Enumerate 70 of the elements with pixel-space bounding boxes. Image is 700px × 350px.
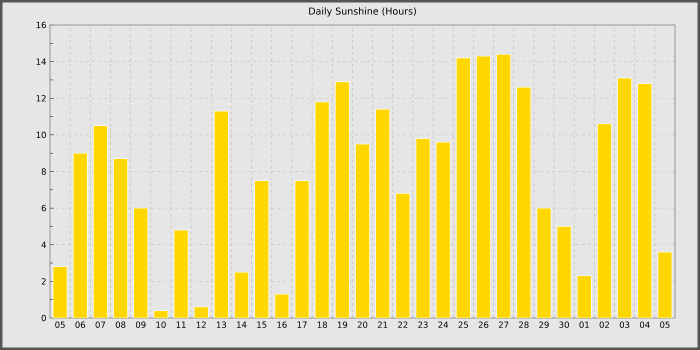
x-tick-label: 23 [418,322,428,328]
bar [174,230,188,318]
bar [375,108,390,318]
x-tick-label: 28 [519,322,529,328]
x-tick-label: 11 [176,322,186,328]
bar [274,294,290,318]
x-tick-label: 12 [196,322,206,328]
x-tick-label: 18 [318,322,327,328]
x-tick-label: 15 [257,322,266,328]
x-tick-label: 06 [75,322,86,328]
y-tick-label: 2 [42,278,46,285]
bar [396,193,410,318]
x-tick-label: 21 [378,322,388,328]
bar [556,226,572,318]
bar [72,152,88,318]
x-tick-label: 30 [559,322,569,328]
y-tick-label: 10 [36,132,46,138]
chart-title: Daily Sunshine (Hours) [309,7,416,16]
x-tick-label: 22 [398,322,408,328]
bar [53,266,68,318]
bar [355,144,370,318]
x-tick-label: 07 [96,322,106,328]
y-tick-label: 8 [42,168,46,175]
bar [637,83,652,318]
bar [516,86,532,318]
x-tick-label: 27 [498,322,508,328]
x-tick-label: 03 [620,322,630,328]
bar [456,58,471,318]
x-tick-label: 08 [116,322,126,328]
bar [214,110,229,318]
bar [496,54,511,318]
bar [617,78,632,318]
bar [658,252,672,318]
x-tick-label: 10 [156,322,166,328]
bar [314,102,330,318]
x-tick-label: 19 [338,322,348,328]
x-tick-label: 20 [358,322,368,328]
bar [133,208,148,318]
bar [476,56,491,318]
x-tick-label: 04 [640,322,650,328]
x-tick-label: 05 [660,322,670,328]
x-tick-label: 13 [216,322,226,328]
x-tick-label: 01 [579,322,589,328]
y-tick-label: 0 [42,314,46,322]
x-tick-label: 17 [298,322,307,328]
x-tick-label: 02 [600,322,609,328]
x-tick-label: 29 [539,322,549,328]
bar [536,208,552,318]
bar [597,124,612,318]
bar [576,276,592,318]
x-tick-label: 26 [478,322,488,328]
x-tick-label: 09 [136,322,146,328]
bar [436,142,450,318]
bar [234,272,249,318]
y-tick-label: 6 [42,204,46,212]
y-tick-label: 4 [42,242,46,248]
x-tick-label: 16 [277,322,287,328]
x-tick-label: 14 [237,322,246,328]
y-tick-label: 12 [36,95,46,102]
bar [416,138,430,318]
y-tick-label: 14 [36,58,46,65]
bar [113,158,128,318]
bar [254,180,269,318]
bar [93,125,108,318]
x-tick-label: 25 [458,322,468,328]
x-tick-label: 24 [438,322,448,328]
y-tick-label: 16 [36,22,46,28]
bar [294,180,310,318]
bar [335,81,350,318]
x-tick-label: 05 [55,322,65,328]
